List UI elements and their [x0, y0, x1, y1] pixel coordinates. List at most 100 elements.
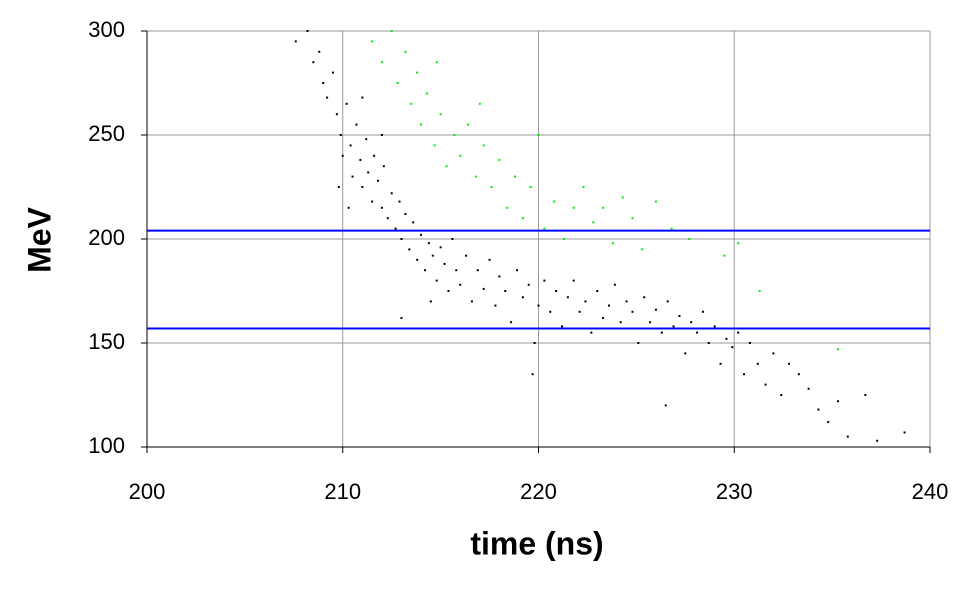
point: [380, 134, 383, 136]
point: [596, 290, 599, 292]
point: [527, 283, 530, 286]
point: [515, 269, 518, 272]
point: [318, 50, 321, 53]
point: [504, 290, 507, 292]
point: [836, 400, 839, 403]
point: [723, 254, 726, 257]
point: [654, 200, 657, 203]
point: [427, 242, 430, 245]
point: [876, 439, 879, 442]
point: [678, 314, 681, 317]
point: [433, 144, 436, 147]
point: [562, 238, 565, 240]
point: [510, 321, 513, 324]
point: [459, 154, 462, 157]
point: [478, 102, 481, 105]
point: [521, 217, 524, 220]
point: [347, 206, 350, 209]
point: [404, 50, 407, 53]
point: [416, 71, 419, 74]
point: [619, 321, 622, 324]
point: [396, 82, 399, 84]
point: [631, 310, 634, 313]
x-axis-label: time (ns): [470, 525, 603, 561]
point: [345, 102, 348, 105]
x-tick-label: 200: [129, 479, 166, 504]
point: [529, 186, 532, 188]
point: [731, 346, 734, 349]
point: [429, 300, 432, 303]
point: [560, 325, 563, 328]
point: [412, 221, 415, 224]
point: [684, 352, 687, 355]
point: [351, 175, 354, 178]
point: [654, 308, 657, 311]
point: [490, 186, 493, 188]
point: [582, 186, 585, 188]
point: [482, 144, 485, 147]
point: [390, 30, 393, 32]
point: [672, 325, 675, 328]
point: [465, 254, 468, 257]
point: [707, 342, 710, 344]
point: [533, 342, 536, 344]
point: [713, 325, 716, 328]
point: [743, 373, 746, 376]
point: [531, 373, 534, 376]
point: [453, 134, 456, 136]
point: [625, 300, 628, 303]
point: [553, 200, 556, 203]
y-tick-label: 200: [88, 225, 125, 250]
point: [359, 158, 362, 161]
point: [764, 383, 767, 386]
point: [488, 258, 491, 261]
point: [756, 362, 759, 365]
point: [696, 331, 699, 334]
point: [435, 61, 438, 64]
point: [498, 275, 501, 278]
point: [445, 165, 448, 168]
point: [371, 40, 374, 43]
point: [613, 283, 616, 286]
point: [361, 186, 364, 188]
point: [701, 310, 704, 313]
point: [443, 262, 446, 265]
point: [664, 404, 667, 407]
point: [470, 300, 473, 303]
point: [467, 123, 470, 126]
point: [797, 373, 800, 376]
point: [572, 206, 575, 209]
point: [641, 248, 644, 251]
point: [331, 71, 334, 74]
point: [398, 200, 401, 203]
point: [341, 154, 344, 157]
point: [780, 394, 783, 396]
point: [400, 317, 403, 320]
point: [373, 154, 376, 157]
point: [572, 279, 575, 282]
point: [380, 206, 383, 209]
point: [846, 435, 849, 438]
point: [367, 171, 370, 174]
point: [380, 61, 383, 64]
point: [410, 102, 413, 105]
point: [521, 296, 524, 299]
point: [455, 269, 458, 272]
point: [592, 221, 595, 224]
point: [349, 144, 352, 147]
point: [390, 192, 393, 195]
y-tick-label: 100: [88, 433, 125, 458]
point: [339, 134, 342, 136]
point: [400, 238, 403, 240]
point: [506, 206, 509, 209]
point: [382, 165, 385, 168]
point: [376, 179, 379, 182]
x-tick-label: 210: [324, 479, 361, 504]
point: [306, 30, 309, 32]
point: [660, 331, 663, 334]
point: [807, 387, 810, 390]
point: [649, 321, 652, 324]
